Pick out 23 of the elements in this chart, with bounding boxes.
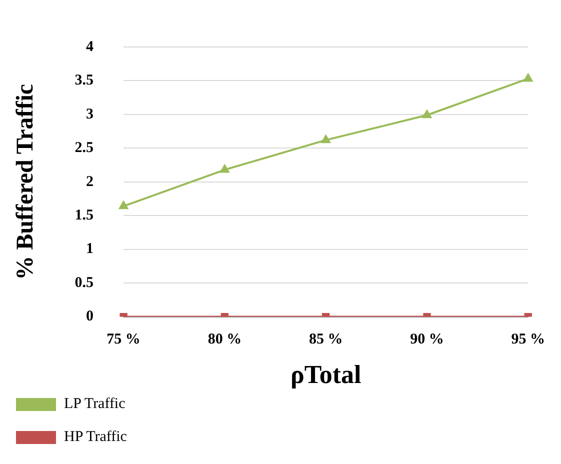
y-tick-label: 2 (86, 174, 94, 190)
y-tick-label: 1 (86, 241, 94, 258)
x-axis-title: ρTotal (290, 360, 362, 390)
x-tick-label: 80 % (208, 332, 242, 348)
y-tick-label: 1.5 (74, 208, 94, 224)
y-tick-label: 3 (86, 106, 94, 122)
point (524, 74, 533, 82)
legend-label: HP Traffic (64, 429, 127, 446)
legend-label: LP Traffic (64, 396, 126, 413)
point (119, 201, 128, 210)
x-tick-label: 90 % (410, 332, 444, 348)
y-tick-label: 3.5 (74, 72, 94, 89)
y-tick-label: 4 (86, 38, 94, 55)
y-axis-title: % Buffered Traffic (12, 84, 39, 280)
y-tick-label: 0 (86, 308, 94, 325)
x-tick-label: 85 % (308, 332, 343, 348)
point (422, 110, 432, 118)
point (220, 164, 230, 173)
x-tick-label: 95 % (511, 332, 545, 348)
point (321, 135, 330, 144)
x-tick-label: 75 % (106, 332, 140, 348)
y-tick-label: 0.5 (74, 274, 94, 291)
y-tick-label: 2.5 (74, 140, 94, 156)
